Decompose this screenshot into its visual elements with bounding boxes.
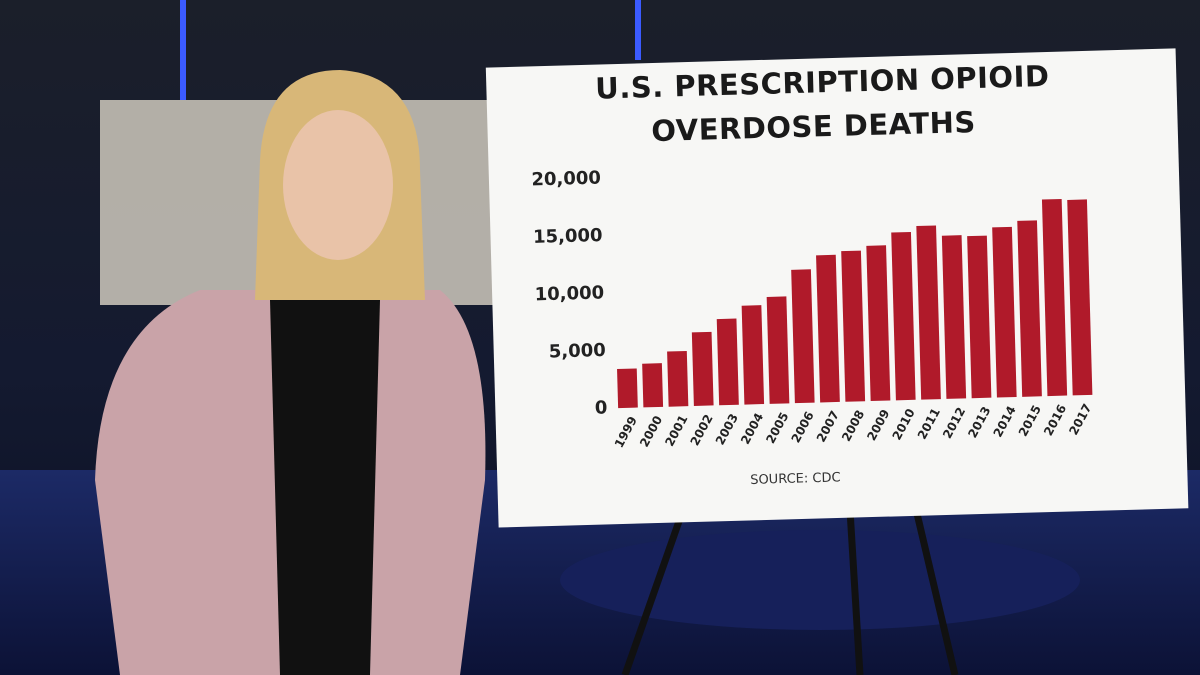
bar <box>741 305 765 405</box>
bar <box>617 368 638 409</box>
bar <box>716 318 739 406</box>
bar <box>766 296 790 404</box>
light-strip <box>180 0 186 100</box>
y-tick-label: 15,000 <box>533 225 603 248</box>
board: U.S. PRESCRIPTION OPIOID OVERDOSE DEATHS… <box>485 48 1189 528</box>
host <box>95 70 486 675</box>
bar <box>1041 198 1068 397</box>
bar <box>916 225 941 400</box>
stage <box>560 530 1080 630</box>
bar <box>791 269 815 404</box>
bar <box>816 254 840 403</box>
bar <box>891 231 916 401</box>
bar <box>941 235 967 399</box>
light-strip <box>635 0 641 60</box>
bar <box>691 331 714 406</box>
bar <box>667 350 689 407</box>
bar <box>841 250 866 402</box>
bar <box>642 363 664 408</box>
y-tick-label: 20,000 <box>531 167 601 190</box>
bar <box>1017 220 1042 397</box>
bar <box>992 226 1017 398</box>
source-note: SOURCE: CDC <box>750 470 841 488</box>
y-tick-label: 0 <box>595 397 608 418</box>
bar <box>967 235 992 399</box>
bar <box>1067 199 1093 396</box>
board-panel <box>485 48 1189 528</box>
y-tick-label: 10,000 <box>534 282 604 305</box>
y-tick-label: 5,000 <box>549 340 607 363</box>
bar <box>866 245 891 402</box>
